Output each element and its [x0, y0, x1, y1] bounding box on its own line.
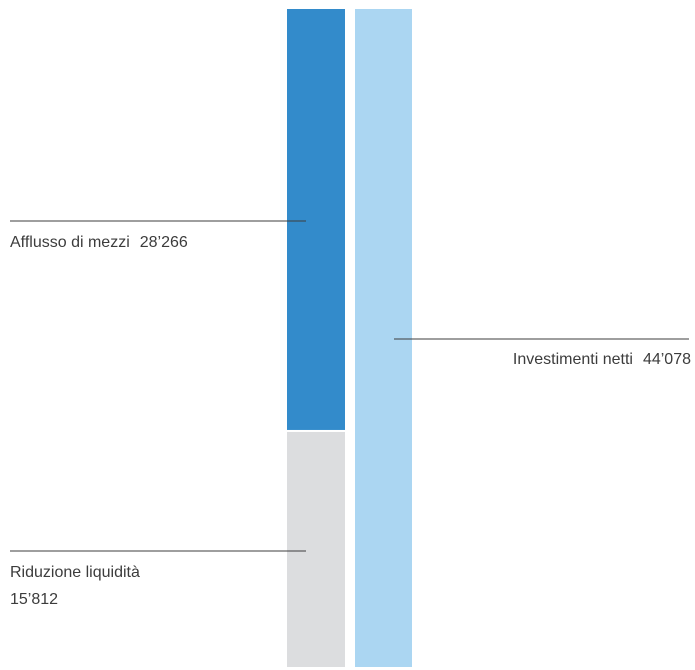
label-afflusso-name: Afflusso di mezzi — [10, 234, 130, 251]
bar-riduzione-liquidita — [287, 431, 345, 667]
label-riduzione-liquidita-name: Riduzione liquidità — [10, 564, 140, 581]
label-afflusso-di-mezzi: Afflusso di mezzi 28’266 — [10, 234, 188, 251]
label-riduzione-liquidita-value: 15’812 — [10, 591, 58, 608]
label-investimenti-netti: Investimenti netti 44’078 — [513, 351, 691, 368]
label-investimenti-value: 44’078 — [643, 351, 691, 368]
bar-afflusso-di-mezzi — [287, 9, 345, 430]
bar-investimenti-netti — [355, 9, 412, 667]
label-investimenti-name: Investimenti netti — [513, 351, 633, 368]
label-afflusso-value: 28’266 — [140, 234, 188, 251]
